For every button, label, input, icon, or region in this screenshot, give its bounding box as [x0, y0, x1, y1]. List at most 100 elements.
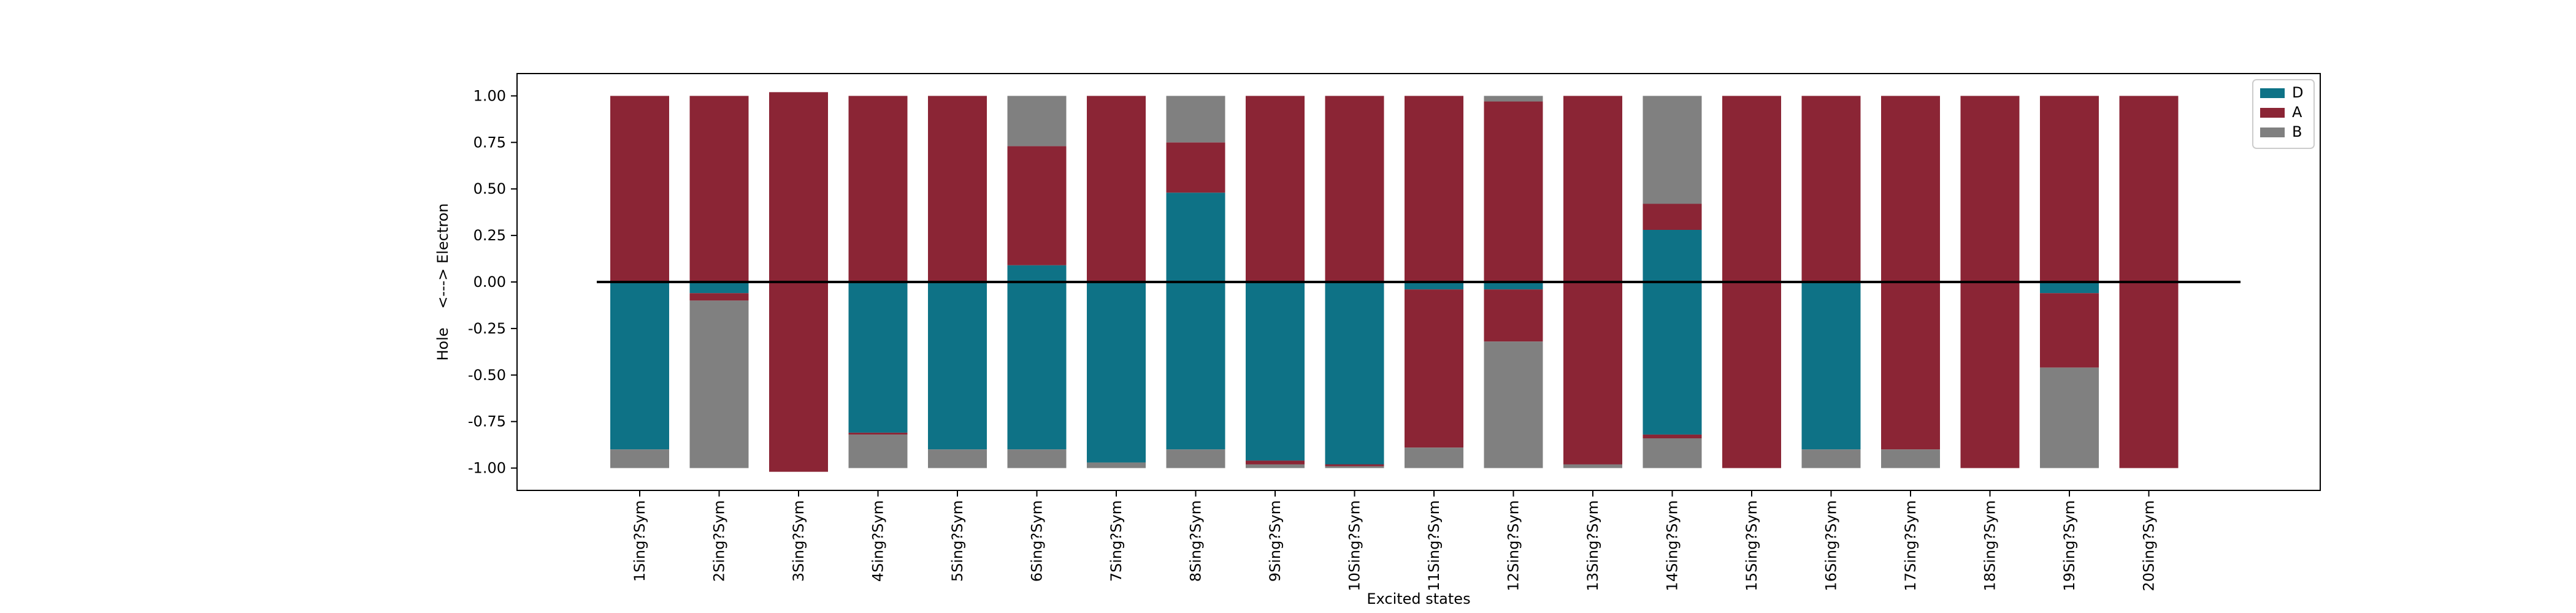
bar-hole-D-1: [610, 282, 669, 450]
bar-hole-B-4: [848, 434, 908, 468]
x-tick-label: 6Sing?Sym: [1029, 500, 1046, 582]
bar-electron-A-8: [1166, 142, 1225, 193]
bar-hole-B-19: [2040, 367, 2099, 468]
bar-electron-B-12: [1484, 96, 1543, 102]
x-tick-label: 2Sing?Sym: [711, 500, 728, 582]
bar-electron-A-9: [1246, 96, 1305, 282]
bar-hole-D-16: [1801, 282, 1861, 450]
x-tick-label: 12Sing?Sym: [1505, 500, 1522, 591]
bar-hole-D-10: [1325, 282, 1384, 465]
x-tick-label: 5Sing?Sym: [949, 500, 966, 582]
bar-hole-B-10: [1325, 466, 1384, 468]
bar-electron-A-1: [610, 96, 669, 282]
x-tick-label: 1Sing?Sym: [631, 500, 648, 582]
x-tick-label: 4Sing?Sym: [870, 500, 887, 582]
bar-electron-A-14: [1643, 204, 1702, 230]
bar-electron-A-11: [1405, 96, 1463, 282]
x-tick-label: 10Sing?Sym: [1346, 500, 1363, 591]
bar-hole-A-20: [2119, 282, 2179, 468]
bar-hole-D-14: [1643, 282, 1702, 435]
y-tick-label: 0.00: [473, 273, 506, 291]
x-tick-label: 14Sing?Sym: [1664, 500, 1681, 591]
legend-swatch-D: [2260, 88, 2285, 98]
y-tick-label: 0.25: [473, 227, 506, 244]
legend-label-B: B: [2292, 123, 2302, 140]
bar-hole-A-4: [848, 432, 908, 435]
bar-electron-A-4: [848, 96, 908, 282]
bar-hole-B-9: [1246, 464, 1305, 468]
y-tick-label: 0.75: [473, 134, 506, 151]
x-tick-label: 15Sing?Sym: [1743, 500, 1760, 591]
bar-hole-D-2: [689, 282, 749, 294]
legend-label-D: D: [2292, 84, 2303, 101]
bar-hole-A-19: [2040, 293, 2099, 368]
bar-electron-A-12: [1484, 101, 1543, 283]
legend-swatch-A: [2260, 108, 2285, 118]
bar-hole-D-5: [928, 282, 987, 450]
bar-hole-D-11: [1405, 282, 1463, 290]
bar-electron-A-5: [928, 96, 987, 282]
y-axis: 1.00 0.75 0.50 0.25 0.00 -0.25 -0.50 -0.75 -1.00: [468, 87, 517, 477]
bar-hole-D-12: [1484, 282, 1543, 290]
bar-hole-A-11: [1405, 289, 1463, 448]
x-tick-label: 19Sing?Sym: [2061, 500, 2078, 591]
x-tick-label: 20Sing?Sym: [2141, 500, 2158, 591]
legend-swatch-B: [2260, 128, 2285, 137]
x-tick-label: 11Sing?Sym: [1425, 500, 1443, 591]
bar-hole-D-9: [1246, 282, 1305, 461]
bar-hole-B-6: [1007, 449, 1067, 468]
y-tick-label: -1.00: [468, 460, 506, 477]
y-tick-label: -0.75: [468, 413, 506, 430]
bar-hole-B-7: [1087, 462, 1146, 468]
bar-electron-D-6: [1007, 265, 1067, 282]
x-tick-label: 7Sing?Sym: [1108, 500, 1125, 582]
x-tick-label: 18Sing?Sym: [1982, 500, 1999, 591]
bar-hole-D-8: [1166, 282, 1225, 450]
bar-electron-A-3: [769, 92, 828, 282]
bar-electron-A-13: [1563, 96, 1622, 282]
bar-electron-B-6: [1007, 96, 1067, 147]
legend: DAB: [2252, 79, 2315, 149]
bar-hole-A-9: [1246, 460, 1305, 465]
bar-hole-D-7: [1087, 282, 1146, 463]
bar-electron-A-20: [2119, 96, 2179, 282]
x-tick-label: 9Sing?Sym: [1267, 500, 1284, 582]
bar-hole-B-5: [928, 449, 987, 468]
x-tick-label: 13Sing?Sym: [1584, 500, 1601, 591]
bar-electron-A-15: [1722, 96, 1781, 282]
y-tick-label: -0.50: [468, 367, 506, 384]
y-axis-label: Hole <---> Electron: [434, 204, 451, 361]
y-tick-label: 1.00: [473, 87, 506, 104]
bar-hole-B-13: [1563, 464, 1622, 468]
bar-hole-A-18: [1960, 282, 2020, 468]
y-tick-label: 0.50: [473, 180, 506, 197]
bar-electron-A-10: [1325, 96, 1384, 282]
bar-hole-A-14: [1643, 434, 1702, 438]
bars-group: [610, 92, 2179, 472]
bar-electron-A-18: [1960, 96, 2020, 282]
bar-hole-B-16: [1801, 449, 1861, 468]
bar-hole-A-3: [769, 282, 828, 472]
x-tick-label: 8Sing?Sym: [1187, 500, 1205, 582]
bar-hole-D-4: [848, 282, 908, 433]
bar-electron-B-8: [1166, 96, 1225, 143]
bar-electron-A-7: [1087, 96, 1146, 282]
bar-electron-A-2: [689, 96, 749, 282]
x-tick-label: 3Sing?Sym: [790, 500, 807, 582]
bar-hole-A-12: [1484, 289, 1543, 342]
bar-hole-B-1: [610, 449, 669, 468]
bar-hole-B-2: [689, 300, 749, 468]
bar-electron-A-6: [1007, 146, 1067, 265]
bar-hole-A-13: [1563, 282, 1622, 465]
bar-hole-A-17: [1881, 282, 1940, 450]
bar-hole-B-12: [1484, 341, 1543, 468]
x-axis-label: Excited states: [1367, 590, 1470, 607]
bar-hole-D-19: [2040, 282, 2099, 294]
bar-hole-A-15: [1722, 282, 1781, 468]
bar-hole-A-2: [689, 293, 749, 301]
bar-hole-D-6: [1007, 282, 1067, 450]
bar-electron-A-19: [2040, 96, 2099, 282]
bar-electron-A-17: [1881, 96, 1940, 282]
legend-label-A: A: [2292, 104, 2302, 121]
